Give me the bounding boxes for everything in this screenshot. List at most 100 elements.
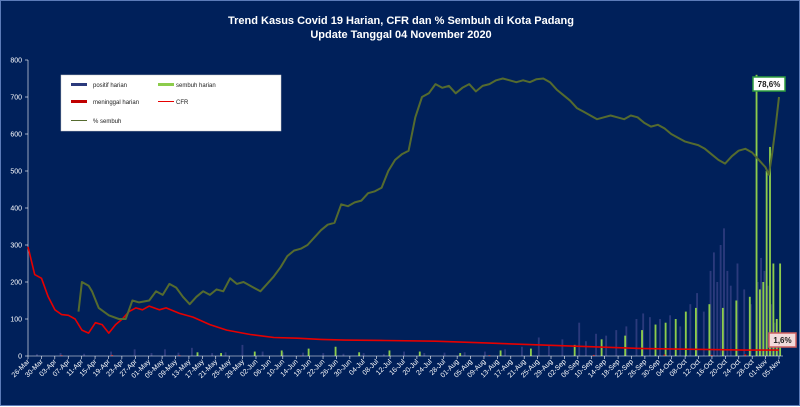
chart-title: Trend Kasus Covid 19 Harian, CFR dan % S… xyxy=(228,15,574,27)
bar-positif-harian xyxy=(648,317,651,356)
bar-meninggal-harian xyxy=(710,354,713,356)
bar-positif-harian xyxy=(342,353,345,356)
bar-sembuh-harian xyxy=(573,344,576,356)
bar-positif-harian xyxy=(59,353,62,356)
y-axis: 0 100 200 300 400 500 600 700 800 xyxy=(10,58,29,361)
bar-positif-harian xyxy=(702,311,705,356)
bar-positif-harian xyxy=(659,319,661,356)
bar-positif-harian xyxy=(743,289,746,356)
bar-sembuh-harian xyxy=(499,350,502,356)
y-tick-label: 100 xyxy=(10,317,22,324)
bar-positif-harian xyxy=(190,347,193,356)
bar-positif-harian xyxy=(696,293,698,356)
bar-sembuh-harian xyxy=(253,351,256,356)
bar-positif-harian xyxy=(578,322,581,356)
bar-positif-harian xyxy=(736,263,739,356)
bar-positif-harian xyxy=(756,282,759,356)
bar-positif-harian xyxy=(463,352,466,356)
bar-positif-harian xyxy=(423,353,426,356)
bar-meninggal-harian xyxy=(488,355,491,356)
bar-positif-harian xyxy=(521,346,523,356)
bar-positif-harian xyxy=(281,352,284,356)
bar-sembuh-harian xyxy=(196,352,199,356)
bar-positif-harian xyxy=(750,304,752,356)
callout-recovery-pct: 78,6% xyxy=(758,80,781,89)
bar-sembuh-harian xyxy=(721,307,724,356)
bar-positif-harian xyxy=(719,245,722,356)
bar-positif-harian xyxy=(669,315,672,356)
bar-sembuh-harian xyxy=(755,74,758,357)
legend-label-sembuh-pct: % sembuh xyxy=(93,119,121,125)
x-axis: 26-Mar30-Mar03-Apr07-Apr11-Apr15-Apr19-A… xyxy=(11,355,783,380)
bar-positif-harian xyxy=(709,270,712,356)
bar-positif-harian xyxy=(723,228,725,356)
bar-sembuh-harian xyxy=(334,346,337,356)
bar-meninggal-harian xyxy=(744,354,747,356)
bar-sembuh-harian xyxy=(694,307,697,356)
bar-sembuh-harian xyxy=(769,146,771,356)
bar-positif-harian xyxy=(615,330,618,356)
bar-sembuh-harian xyxy=(654,324,657,356)
bar-sembuh-harian xyxy=(765,171,768,356)
bar-positif-harian xyxy=(150,353,153,356)
bar-positif-harian xyxy=(483,351,486,356)
y-tick-label: 0 xyxy=(18,354,22,361)
bar-meninggal-harian xyxy=(592,354,595,356)
bar-positif-harian xyxy=(83,353,86,356)
bar-positif-harian xyxy=(642,313,645,356)
bar-sembuh-harian xyxy=(762,282,765,356)
bar-positif-harian xyxy=(561,339,564,356)
line-series-group xyxy=(27,77,780,351)
bar-positif-harian xyxy=(133,349,136,356)
y-tick-label: 400 xyxy=(10,206,22,213)
callout-cfr-box xyxy=(768,332,797,348)
bar-positif-harian xyxy=(712,252,715,356)
bar-positif-harian xyxy=(211,353,214,356)
legend-label-sembuh: sembuh harian xyxy=(176,83,216,89)
bar-meninggal-harian xyxy=(60,355,63,356)
bar-positif-harian xyxy=(716,282,719,356)
y-tick-label: 600 xyxy=(10,132,22,139)
bar-sembuh-harian xyxy=(280,350,283,356)
bar-positif-harian xyxy=(726,270,729,356)
y-tick-label: 200 xyxy=(10,280,22,287)
bar-sembuh-harian xyxy=(772,263,775,356)
bar-sembuh-harian xyxy=(641,330,643,356)
bar-sembuh-harian xyxy=(388,350,391,356)
callouts: 78,6% 1,6% xyxy=(752,76,797,348)
bar-sembuh-harian xyxy=(624,335,627,356)
legend-label-cfr: CFR xyxy=(176,100,189,106)
callout-recovery-box xyxy=(752,76,786,92)
legend-label-meninggal: meninggal harian xyxy=(93,100,139,106)
y-tick-label: 700 xyxy=(10,95,22,102)
bar-sembuh-harian xyxy=(220,353,222,356)
bar-positif-harian xyxy=(595,333,597,356)
bar-positif-harian xyxy=(504,349,507,356)
bar-positif-harian xyxy=(585,341,587,356)
line-cfr xyxy=(27,246,779,351)
line-pct-sembuh xyxy=(77,77,780,320)
bar-sembuh-harian xyxy=(307,348,310,356)
bar-sembuh-harian xyxy=(708,304,711,356)
bar-positif-harian xyxy=(689,304,692,356)
bar-positif-harian xyxy=(261,351,264,356)
bar-positif-harian xyxy=(766,285,769,356)
bar-sembuh-harian xyxy=(758,289,761,356)
bar-sembuh-harian xyxy=(459,353,462,356)
callout-cfr-pct: 1,6% xyxy=(773,336,791,345)
bar-sembuh-harian xyxy=(358,352,361,356)
bar-positif-harian xyxy=(241,344,244,356)
bar-sembuh-harian xyxy=(529,348,532,356)
bar-positif-harian xyxy=(224,352,227,356)
bar-positif-harian xyxy=(763,270,766,356)
bar-sembuh-harian xyxy=(684,311,687,356)
bar-positif-harian xyxy=(729,285,732,356)
bar-meninggal-harian xyxy=(111,354,114,356)
bar-sembuh-harian xyxy=(674,319,677,356)
bar-positif-harian xyxy=(770,304,773,356)
bar-sembuh-harian xyxy=(418,351,421,356)
bar-positif-harian xyxy=(760,257,762,356)
bar-sembuh-harian xyxy=(779,263,782,356)
